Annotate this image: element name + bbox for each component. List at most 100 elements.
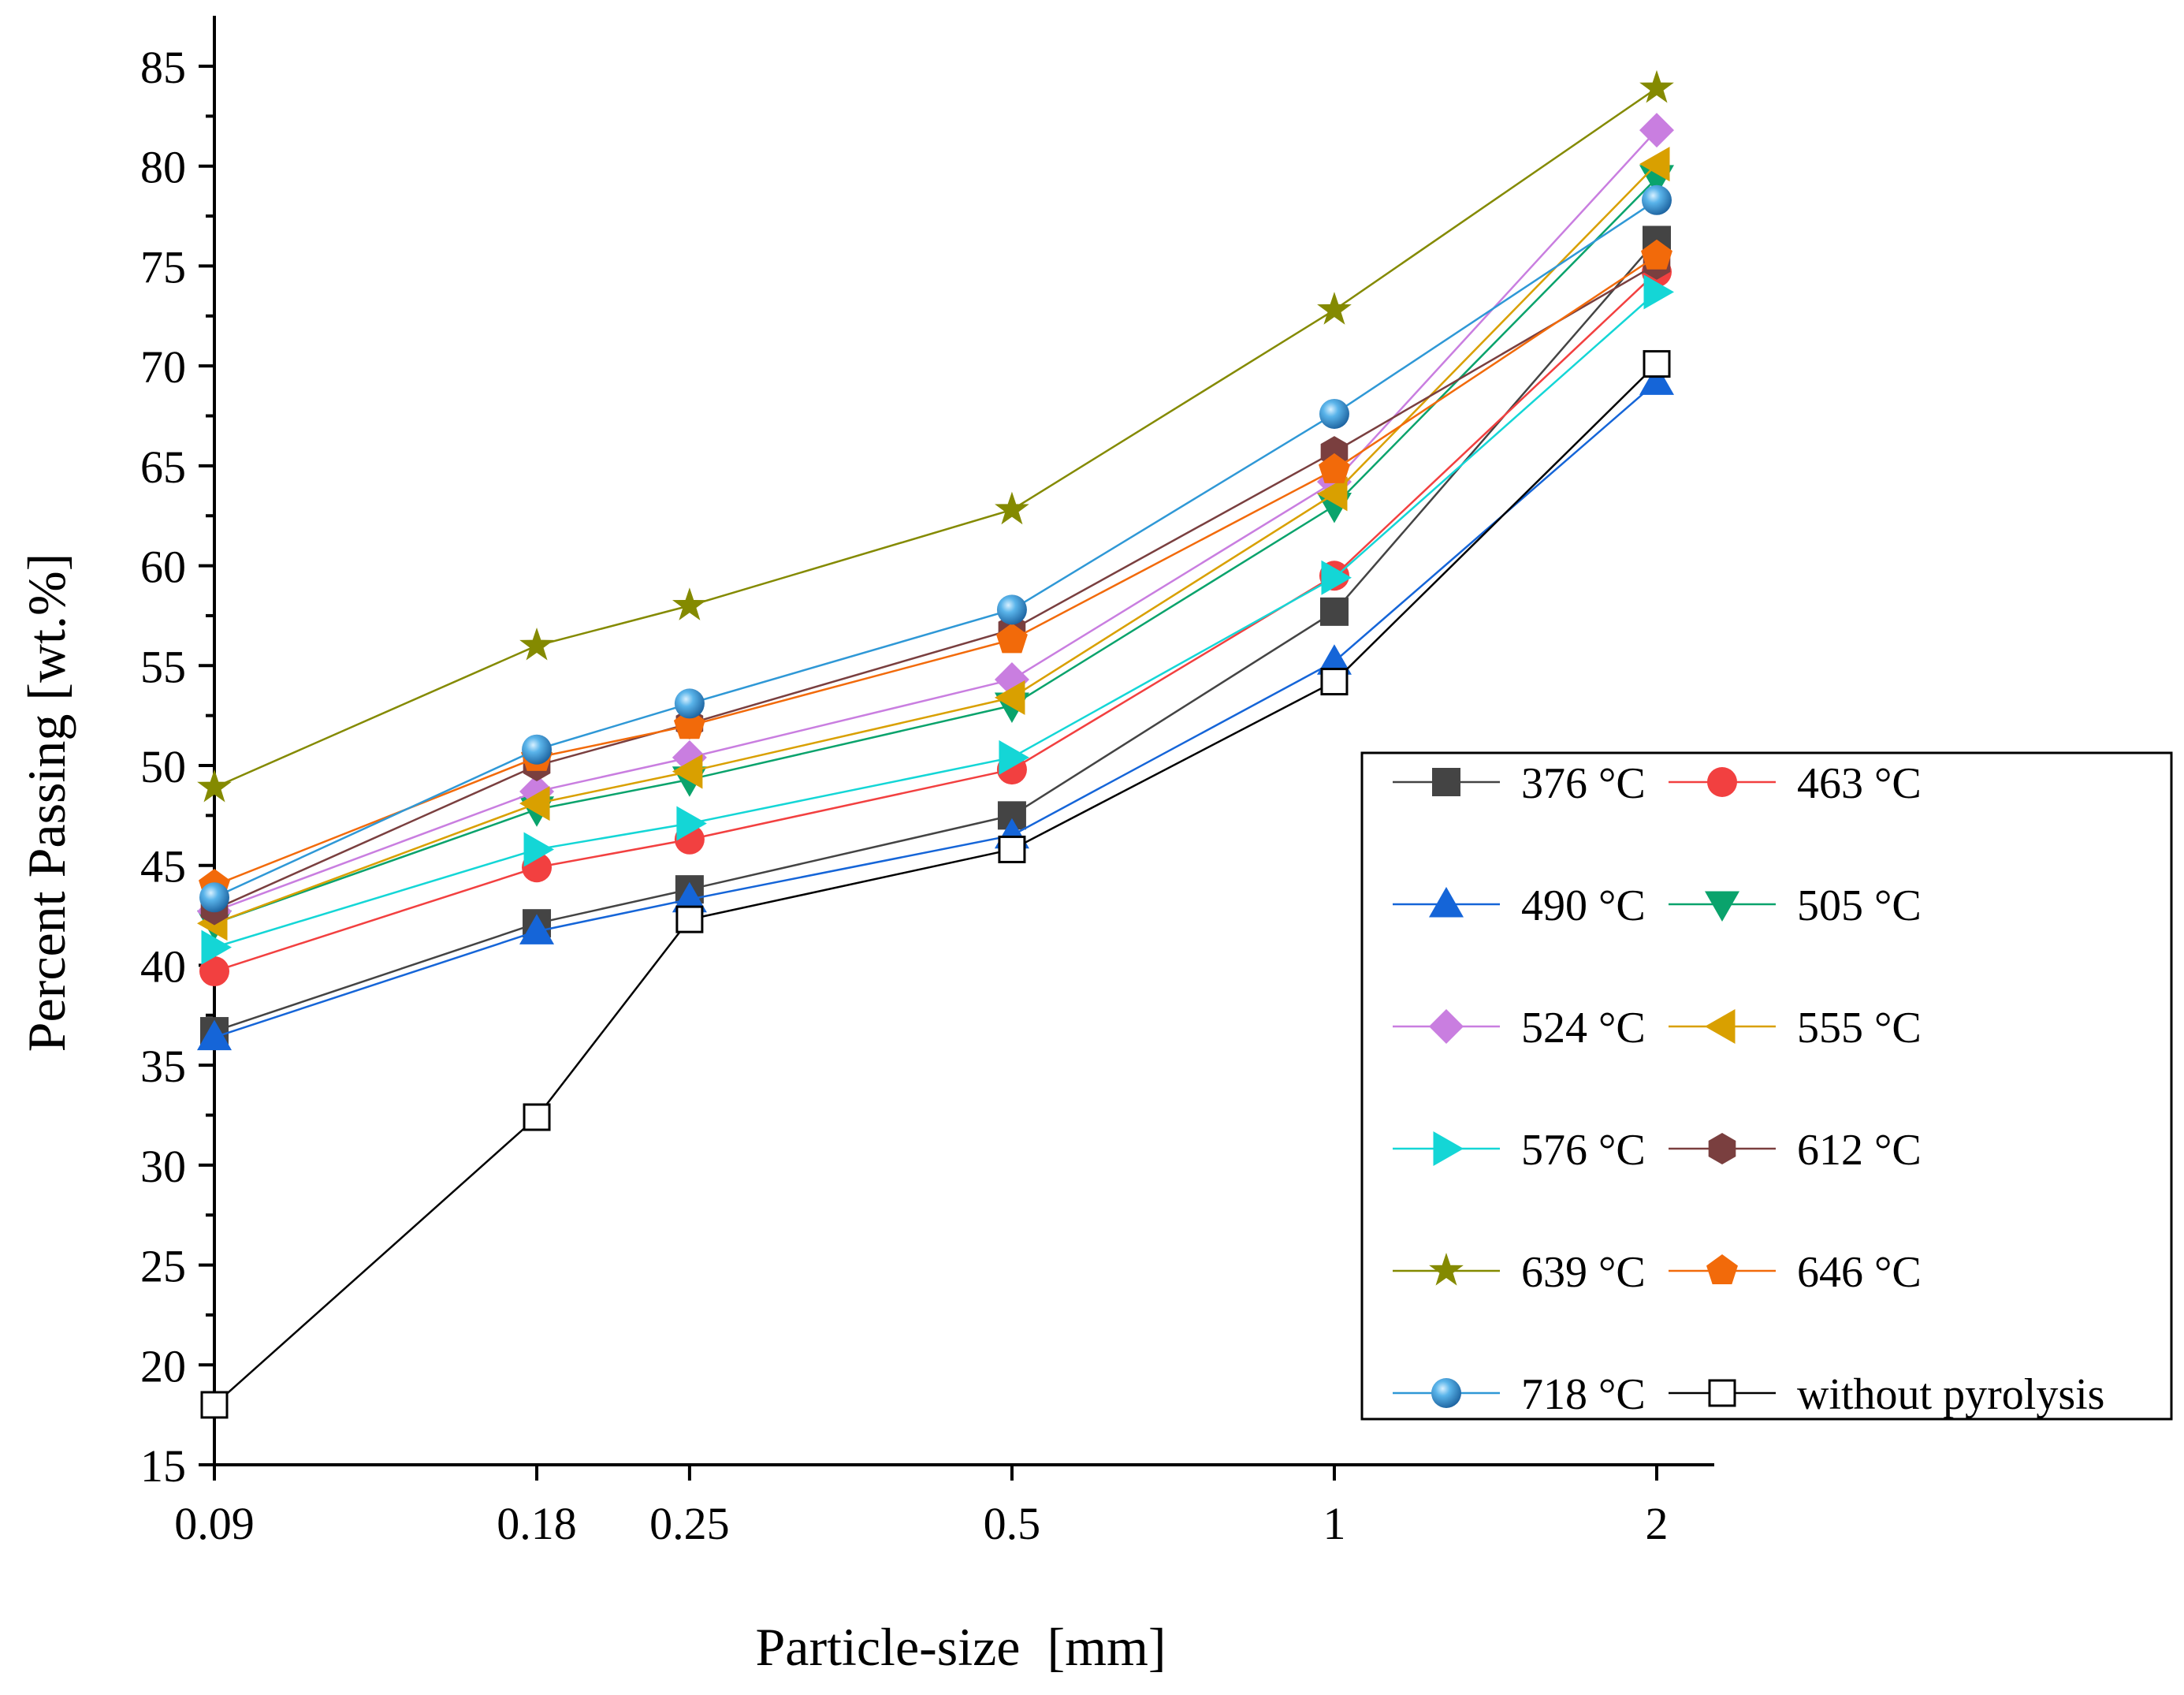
data-point (995, 623, 1028, 654)
legend: 376 °C 463 °C 490 °C 505 °C 524 °C 555 °C 576 … (1360, 751, 2173, 1421)
legend-marker (1431, 1378, 1461, 1408)
y-tick-label: 70 (140, 341, 186, 393)
y-tick-label: 80 (140, 142, 186, 193)
data-point (1639, 113, 1674, 148)
y-tick-label: 15 (140, 1440, 186, 1492)
data-point (1643, 274, 1674, 310)
y-tick-label: 55 (140, 641, 186, 692)
series-line (214, 87, 1658, 789)
series-line (214, 271, 1658, 973)
axes: 15 20 25 30 35 40 45 50 55 60 65 70 75 80 85 0.09 0.18 0.… (140, 16, 1714, 1549)
x-axis-title: Particle-size [mm] (755, 1617, 1166, 1677)
y-tick-label: 35 (140, 1041, 186, 1092)
legend-entry: 718 °C (1393, 1370, 1646, 1419)
legend-label: 646 °C (1797, 1248, 1922, 1297)
y-tick-label: 75 (140, 241, 186, 292)
data-point (199, 882, 229, 913)
legend-label: 490 °C (1521, 881, 1646, 930)
legend-entry: 505 °C (1669, 881, 1922, 930)
data-point (998, 835, 1026, 863)
data-point (1641, 239, 1672, 270)
legend-label: 505 °C (1797, 881, 1922, 930)
legend-marker (1432, 768, 1460, 796)
legend-label: 463 °C (1797, 759, 1922, 808)
series-639-c (197, 69, 1674, 803)
y-tick-label: 20 (140, 1340, 186, 1391)
data-point (201, 929, 232, 965)
data-point (673, 709, 705, 739)
legend-marker (1708, 1379, 1736, 1407)
legend-entry: without pyrolysis (1669, 1370, 2104, 1419)
data-point (200, 1391, 229, 1419)
legend-box (1360, 751, 2173, 1421)
y-tick-label: 65 (140, 441, 186, 493)
legend-entry: 639 °C (1393, 1248, 1646, 1297)
y-tick-label: 85 (140, 42, 186, 93)
plot-area (197, 69, 1674, 1419)
y-tick-label: 40 (140, 941, 186, 992)
legend-label: 555 °C (1797, 1004, 1922, 1052)
data-point (999, 739, 1029, 775)
data-point (672, 587, 707, 620)
series-line (214, 363, 1658, 1406)
y-tick-label: 60 (140, 542, 186, 593)
x-tick-label: 0.18 (497, 1498, 577, 1549)
data-point (1639, 69, 1674, 103)
y-tick-label: 50 (140, 741, 186, 792)
legend-marker (1429, 1009, 1464, 1044)
series-without-pyrolysis (200, 350, 1671, 1419)
legend-label: 376 °C (1521, 759, 1646, 808)
data-point (519, 914, 555, 944)
legend-entry: 490 °C (1393, 881, 1646, 930)
data-point (1321, 560, 1352, 595)
legend-label: 639 °C (1521, 1248, 1646, 1297)
legend-marker (1705, 891, 1739, 922)
legend-marker (1433, 1131, 1464, 1166)
data-point (197, 769, 232, 803)
legend-entry: 524 °C (1393, 1004, 1646, 1052)
legend-marker (1707, 767, 1737, 797)
data-point (197, 1019, 232, 1051)
series-line (214, 163, 1658, 925)
series-line (214, 291, 1658, 948)
data-point (1639, 364, 1674, 395)
x-tick-label: 1 (1323, 1498, 1345, 1549)
series-line (214, 255, 1658, 887)
data-point (995, 491, 1029, 525)
data-point (523, 1103, 551, 1131)
data-point (1319, 398, 1349, 429)
data-point (672, 881, 707, 913)
data-point (674, 688, 705, 719)
data-point (996, 594, 1027, 625)
legend-entry: 646 °C (1669, 1248, 1922, 1297)
data-point (199, 956, 229, 987)
x-tick-label: 0.09 (174, 1498, 255, 1549)
y-axis-title: Percent Passing [wt.%] (17, 553, 76, 1052)
legend-label: without pyrolysis (1797, 1370, 2104, 1419)
data-point (1316, 476, 1348, 512)
series-line (214, 263, 1658, 911)
series-line (214, 199, 1658, 899)
y-tick-label: 30 (140, 1141, 186, 1192)
data-point (1318, 453, 1350, 483)
legend-entry: 463 °C (1669, 759, 1922, 808)
legend-label: 524 °C (1521, 1004, 1646, 1052)
legend-label: 576 °C (1521, 1126, 1646, 1175)
data-point (675, 905, 704, 933)
data-point (672, 754, 703, 789)
legend-entry: 555 °C (1669, 1004, 1922, 1052)
legend-entry: 612 °C (1669, 1126, 1922, 1175)
data-point (1317, 292, 1352, 325)
legend-marker (1706, 1254, 1738, 1284)
series-line (214, 129, 1658, 913)
legend-marker (1705, 1009, 1736, 1044)
legend-entry: 376 °C (1393, 759, 1646, 808)
series-line (214, 239, 1658, 1033)
legend-marker (1708, 1133, 1736, 1164)
series-line (214, 381, 1658, 1038)
data-point (1320, 668, 1349, 696)
series-line (214, 177, 1658, 925)
data-point (519, 627, 554, 661)
